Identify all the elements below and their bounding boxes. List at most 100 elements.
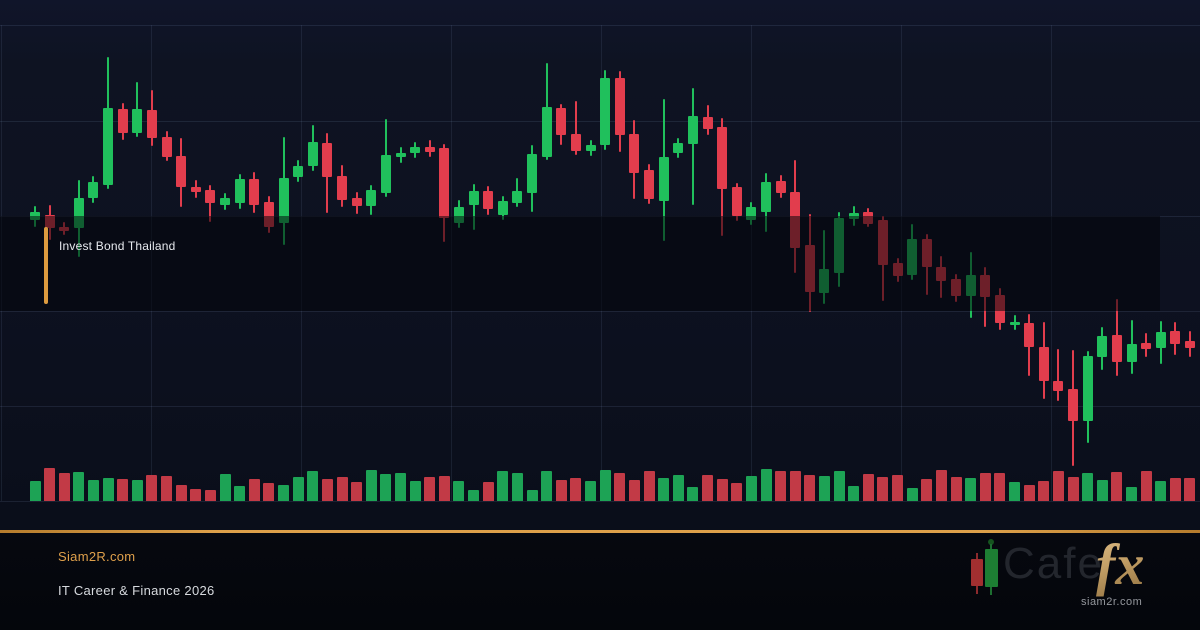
candle-body bbox=[761, 182, 771, 212]
site-name-text: Siam2R.com bbox=[58, 549, 136, 564]
highlight-band bbox=[0, 215, 1160, 311]
volume-bar bbox=[73, 472, 85, 501]
volume-bar bbox=[935, 470, 947, 501]
volume-bar bbox=[307, 471, 319, 501]
volume-bar bbox=[1184, 478, 1196, 501]
volume-bar bbox=[102, 478, 114, 501]
volume-bar bbox=[497, 471, 509, 501]
volume-bar bbox=[818, 476, 830, 501]
volume-bar bbox=[775, 471, 787, 501]
candle-body bbox=[629, 134, 640, 173]
volume-bar bbox=[204, 490, 216, 501]
volume-bar bbox=[585, 481, 597, 501]
candle-body bbox=[380, 155, 391, 193]
candle-body bbox=[731, 187, 742, 216]
candle-body bbox=[614, 78, 625, 135]
candle-body bbox=[497, 201, 508, 215]
candle-body bbox=[351, 198, 362, 206]
volume-bar bbox=[1082, 473, 1094, 501]
volume-bar bbox=[438, 476, 450, 501]
candle-body bbox=[687, 116, 698, 144]
volume-bar bbox=[950, 477, 962, 501]
volume-bar bbox=[643, 471, 655, 501]
volume-bar bbox=[628, 480, 640, 501]
volume-bar bbox=[146, 475, 158, 501]
gridline-horizontal bbox=[0, 500, 1200, 502]
volume-bar bbox=[175, 485, 187, 501]
candle-body bbox=[205, 190, 216, 203]
logo-fx-text: fx bbox=[1096, 532, 1145, 597]
volume-bar bbox=[468, 490, 480, 501]
candle-body bbox=[190, 187, 201, 192]
volume-bar bbox=[906, 488, 918, 501]
volume-bar bbox=[161, 476, 173, 501]
candle-body bbox=[410, 147, 421, 153]
candle-body bbox=[1141, 343, 1152, 349]
volume-bar bbox=[833, 471, 845, 501]
candle-body bbox=[366, 190, 377, 206]
cafefx-logo: Cafe fx siam2r.com bbox=[963, 532, 1178, 617]
volume-bar bbox=[731, 483, 743, 501]
candle-body bbox=[1009, 322, 1020, 325]
candle-body bbox=[424, 147, 435, 152]
volume-bar bbox=[1126, 487, 1137, 501]
candle-body bbox=[512, 191, 523, 203]
volume-bar bbox=[1111, 472, 1123, 501]
candle-body bbox=[1184, 341, 1195, 348]
logo-red-candle-icon bbox=[971, 559, 983, 586]
volume-bar bbox=[599, 470, 611, 501]
volume-bar bbox=[409, 481, 421, 501]
candle-body bbox=[103, 108, 114, 185]
volume-bar bbox=[658, 478, 670, 501]
volume-bar bbox=[1169, 478, 1181, 501]
candle-body bbox=[1082, 356, 1093, 421]
volume-bar bbox=[1067, 477, 1079, 501]
candle-body bbox=[1111, 335, 1122, 362]
candle-body bbox=[249, 179, 260, 205]
candle-body bbox=[570, 134, 581, 151]
candle-body bbox=[746, 207, 757, 220]
volume-bar bbox=[380, 474, 392, 501]
gridline-horizontal bbox=[0, 25, 1200, 26]
candle-wick bbox=[1057, 349, 1060, 401]
candle-body bbox=[1170, 331, 1181, 344]
volume-bar bbox=[979, 473, 991, 501]
candle-body bbox=[234, 179, 245, 203]
volume-bar bbox=[365, 470, 377, 501]
candle-wick bbox=[574, 101, 577, 155]
footer: Siam2R.com IT Career & Finance 2026 Cafe… bbox=[0, 532, 1200, 630]
candle-body bbox=[468, 191, 479, 205]
candle-body bbox=[73, 198, 84, 228]
candle-body bbox=[541, 107, 552, 157]
candle-body bbox=[1155, 332, 1166, 348]
candle-body bbox=[1024, 323, 1035, 347]
volume-bar bbox=[248, 479, 260, 501]
volume-bar bbox=[614, 473, 626, 501]
gridline-horizontal bbox=[0, 120, 1200, 122]
logo-green-candle-dot-icon bbox=[988, 539, 994, 545]
volume-bar bbox=[702, 475, 714, 501]
volume-bar bbox=[687, 487, 699, 501]
volume-bar bbox=[848, 486, 860, 501]
volume-bar bbox=[131, 480, 143, 501]
candle-body bbox=[220, 198, 231, 205]
candle-body bbox=[775, 181, 786, 193]
candle-body bbox=[161, 137, 172, 157]
candle-body bbox=[322, 143, 333, 177]
candle-wick bbox=[209, 185, 212, 222]
volume-bar bbox=[570, 478, 582, 501]
volume-bar bbox=[541, 471, 553, 501]
volume-bar bbox=[877, 477, 889, 501]
candle-body bbox=[1097, 336, 1108, 357]
logo-cafe-text: Cafe bbox=[1003, 539, 1104, 588]
candle-body bbox=[1038, 347, 1049, 381]
volume-bar bbox=[1038, 481, 1050, 501]
volume-bar bbox=[1096, 480, 1108, 501]
candle-body bbox=[600, 78, 611, 145]
volume-bar bbox=[453, 481, 465, 501]
volume-bar bbox=[965, 478, 977, 501]
volume-bar bbox=[351, 482, 363, 501]
volume-bar bbox=[1023, 485, 1035, 501]
volume-bar bbox=[1140, 471, 1152, 501]
